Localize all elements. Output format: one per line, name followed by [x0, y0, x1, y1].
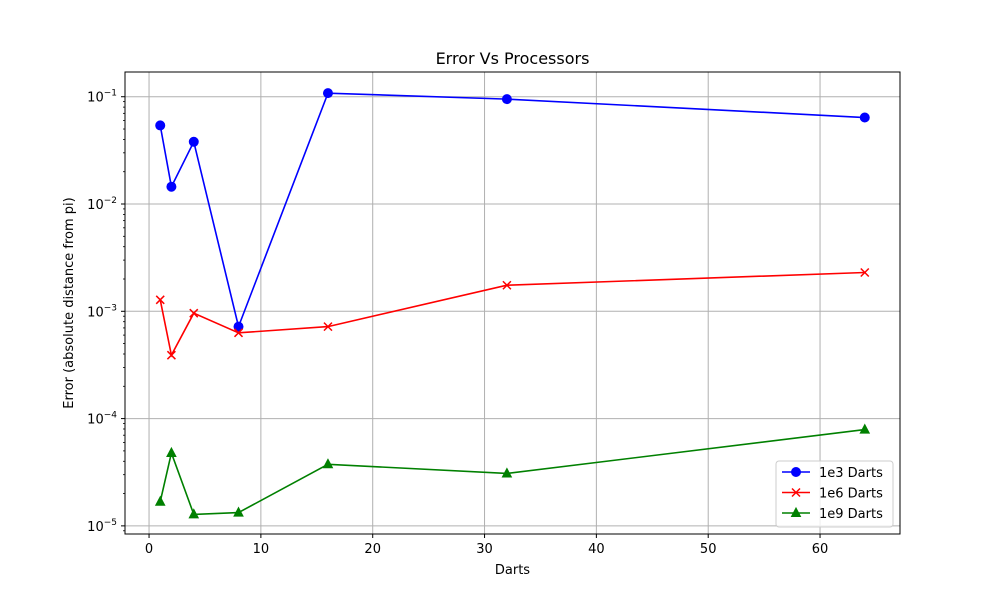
- data-point-series-2: [323, 322, 333, 332]
- y-tick-exponent: −1: [104, 89, 117, 99]
- marker-stroke: [189, 308, 199, 318]
- marker-stroke: [502, 280, 512, 290]
- y-axis-ticks: 10−510−410−310−210−1: [87, 89, 125, 535]
- y-tick-base: 10: [87, 91, 104, 106]
- marker-stroke: [791, 487, 801, 498]
- x-axis-label: Darts: [495, 563, 530, 578]
- plot-frame: [124, 71, 901, 535]
- x-tick-label: 50: [700, 542, 717, 557]
- y-tick-exponent: −5: [104, 518, 117, 528]
- data-point-series-3: [188, 508, 200, 519]
- x-tick-label: 40: [588, 542, 605, 557]
- data-point-series-2: [155, 295, 165, 305]
- legend-label: 1e9 Darts: [819, 507, 883, 522]
- y-tick-exponent: −2: [104, 196, 117, 206]
- y-tick-base: 10: [87, 305, 104, 320]
- grid: [125, 72, 900, 534]
- x-tick-label: 20: [364, 542, 381, 557]
- y-tick-exponent: −3: [104, 303, 117, 313]
- x-axis-ticks: 0 10 20 30 40 50 60: [145, 534, 828, 557]
- data-point-series-3: [154, 495, 166, 506]
- data-point-series-2: [189, 308, 199, 318]
- legend-box: [775, 460, 894, 528]
- y-tick-base: 10: [87, 198, 104, 213]
- y-axis-label: Error (absolute distance from pi): [62, 197, 77, 408]
- marker-stroke: [323, 322, 333, 332]
- y-tick-exponent: −4: [104, 411, 118, 421]
- data-point-series-3: [233, 506, 244, 517]
- x-tick-label: 60: [812, 542, 829, 557]
- marker-stroke: [233, 328, 244, 338]
- data-point-series-2: [233, 328, 244, 338]
- data-point-series-1: [501, 94, 512, 105]
- data-point-series-1: [188, 136, 199, 147]
- plot-lines: [154, 88, 871, 519]
- marker-stroke: [860, 267, 870, 278]
- marker-stroke: [155, 295, 165, 305]
- data-point-series-2: [502, 280, 512, 290]
- data-point-series-1: [166, 181, 177, 192]
- legend-marker: [791, 487, 801, 498]
- y-tick-base: 10: [87, 413, 104, 428]
- data-point-series-3: [859, 423, 871, 434]
- legend-marker: [791, 467, 801, 477]
- legend: 1e3 Darts 1e6 Darts 1e9 Darts: [775, 460, 894, 528]
- x-tick-label: 30: [476, 542, 493, 557]
- data-point-series-1: [859, 112, 870, 123]
- data-point-series-2: [860, 267, 870, 278]
- data-point-series-3: [322, 458, 334, 469]
- data-point-series-1: [155, 120, 166, 131]
- data-point-series-3: [501, 467, 513, 478]
- legend-label: 1e3 Darts: [819, 466, 883, 481]
- y-tick-label: 10−3: [87, 303, 117, 320]
- y-tick-label: 10−4: [87, 411, 117, 428]
- y-tick-label: 10−5: [87, 518, 117, 535]
- data-point-series-1: [322, 88, 333, 99]
- y-tick-label: 10−2: [87, 196, 117, 213]
- data-point-series-1: [233, 321, 244, 332]
- legend-marker: [790, 506, 802, 517]
- x-tick-label: 0: [145, 542, 153, 557]
- marker-stroke: [166, 350, 176, 360]
- y-tick-base: 10: [87, 520, 104, 535]
- chart-title: Error Vs Processors: [436, 49, 590, 68]
- y-tick-label: 10−1: [87, 89, 117, 106]
- data-point-series-3: [166, 446, 177, 457]
- data-point-series-2: [166, 350, 176, 360]
- x-tick-label: 10: [253, 542, 270, 557]
- legend-label: 1e6 Darts: [819, 487, 883, 502]
